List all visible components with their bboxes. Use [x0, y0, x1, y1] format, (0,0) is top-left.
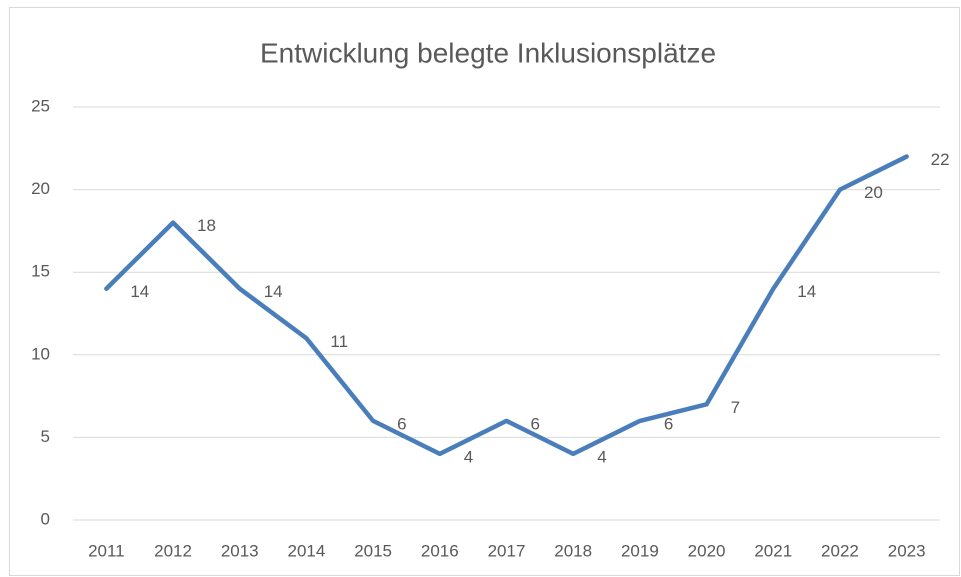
y-tick-label: 0	[41, 509, 50, 528]
x-tick-label: 2023	[888, 541, 926, 560]
x-tick-label: 2017	[488, 541, 526, 560]
y-tick-label: 5	[41, 427, 50, 446]
y-tick-label: 15	[31, 262, 50, 281]
data-label: 20	[864, 183, 883, 202]
data-label: 7	[731, 398, 740, 417]
data-label: 6	[531, 414, 540, 433]
x-tick-label: 2014	[288, 541, 326, 560]
y-tick-label: 25	[31, 96, 50, 115]
y-tick-label: 10	[31, 344, 50, 363]
x-tick-label: 2021	[754, 541, 792, 560]
chart-title: Entwicklung belegte Inklusionsplätze	[260, 37, 716, 68]
x-tick-label: 2016	[421, 541, 459, 560]
x-tick-label: 2018	[554, 541, 592, 560]
x-tick-label: 2015	[354, 541, 392, 560]
data-label: 18	[197, 216, 216, 235]
data-label: 11	[330, 332, 348, 351]
data-label: 22	[931, 150, 950, 169]
x-tick-label: 2020	[688, 541, 726, 560]
data-label: 4	[464, 447, 473, 466]
x-tick-label: 2022	[821, 541, 859, 560]
data-label: 14	[130, 282, 149, 301]
x-tick-label: 2013	[221, 541, 259, 560]
data-label: 14	[264, 282, 283, 301]
x-tick-label: 2011	[88, 541, 125, 560]
line	[104, 154, 909, 457]
chart-frame	[9, 7, 960, 576]
data-label: 6	[397, 414, 406, 433]
x-tick-label: 2012	[154, 541, 192, 560]
data-label: 4	[597, 447, 606, 466]
data-label: 6	[664, 414, 673, 433]
data-label: 14	[797, 282, 816, 301]
x-tick-label: 2019	[621, 541, 659, 560]
y-tick-label: 20	[31, 179, 50, 198]
